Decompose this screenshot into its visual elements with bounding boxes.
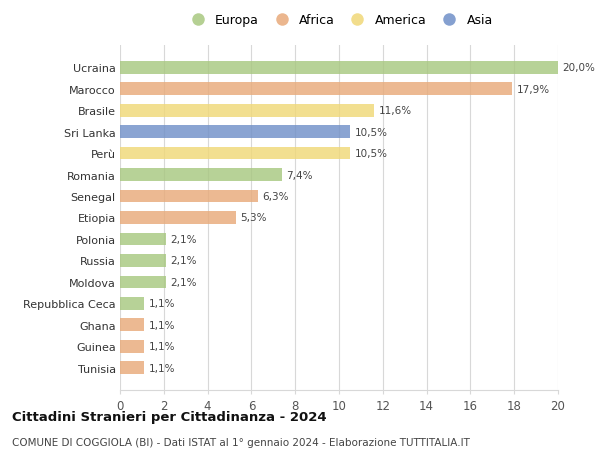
Bar bbox=[120, 169, 282, 182]
Bar bbox=[120, 83, 512, 96]
Bar bbox=[120, 212, 236, 224]
Bar bbox=[120, 147, 350, 160]
Text: 17,9%: 17,9% bbox=[517, 84, 550, 95]
Text: 5,3%: 5,3% bbox=[241, 213, 267, 223]
Text: 11,6%: 11,6% bbox=[379, 106, 412, 116]
Bar bbox=[120, 126, 350, 139]
Bar bbox=[120, 297, 144, 310]
Text: 6,3%: 6,3% bbox=[262, 191, 289, 202]
Text: 7,4%: 7,4% bbox=[286, 170, 313, 180]
Bar bbox=[120, 362, 144, 375]
Bar bbox=[120, 104, 374, 118]
Text: 2,1%: 2,1% bbox=[170, 256, 197, 266]
Text: 20,0%: 20,0% bbox=[562, 63, 595, 73]
Text: 1,1%: 1,1% bbox=[148, 341, 175, 352]
Bar bbox=[120, 254, 166, 267]
Text: Cittadini Stranieri per Cittadinanza - 2024: Cittadini Stranieri per Cittadinanza - 2… bbox=[12, 410, 326, 423]
Bar bbox=[120, 233, 166, 246]
Text: 2,1%: 2,1% bbox=[170, 277, 197, 287]
Bar bbox=[120, 62, 558, 74]
Bar bbox=[120, 190, 258, 203]
Bar bbox=[120, 276, 166, 289]
Legend: Europa, Africa, America, Asia: Europa, Africa, America, Asia bbox=[185, 14, 493, 27]
Bar bbox=[120, 340, 144, 353]
Text: 1,1%: 1,1% bbox=[148, 299, 175, 309]
Text: 1,1%: 1,1% bbox=[148, 320, 175, 330]
Text: COMUNE DI COGGIOLA (BI) - Dati ISTAT al 1° gennaio 2024 - Elaborazione TUTTITALI: COMUNE DI COGGIOLA (BI) - Dati ISTAT al … bbox=[12, 437, 470, 447]
Text: 2,1%: 2,1% bbox=[170, 235, 197, 245]
Text: 1,1%: 1,1% bbox=[148, 363, 175, 373]
Bar bbox=[120, 319, 144, 332]
Text: 10,5%: 10,5% bbox=[355, 127, 388, 137]
Text: 10,5%: 10,5% bbox=[355, 149, 388, 159]
